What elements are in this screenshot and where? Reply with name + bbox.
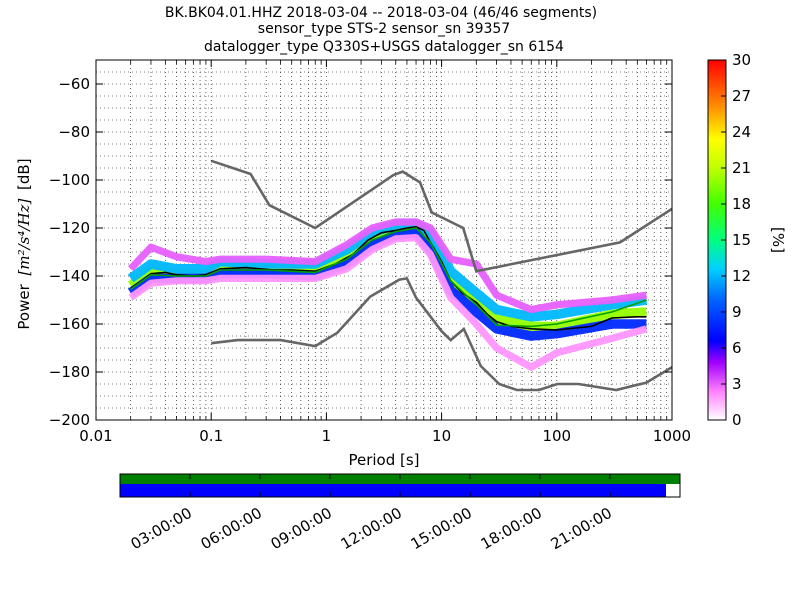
timeline-tick-label: 09:00:00	[268, 504, 335, 553]
timeline-tick-label: 15:00:00	[408, 504, 475, 553]
x-tick-label: 0.01	[79, 427, 112, 445]
y-tick-label: −180	[49, 363, 90, 381]
colorbar-tick-label: 15	[732, 231, 751, 249]
x-tick-label: 100	[542, 427, 571, 445]
timeline-tick-label: 18:00:00	[478, 504, 545, 553]
colorbar-tick-label: 0	[732, 411, 742, 429]
title-line-2: sensor_type STS-2 sensor_sn 39357	[258, 21, 510, 37]
colorbar-tick-label: 6	[732, 339, 742, 357]
colorbar: 0 3 6 9 12 15 18 21 24 27 30 [%]	[707, 51, 787, 429]
colorbar-ticks: 0 3 6 9 12 15 18 21 24 27 30	[721, 51, 751, 429]
timeline-tick-label: 21:00:00	[548, 504, 615, 553]
timeline-tick-label: 12:00:00	[338, 504, 405, 553]
high-noise-model-line	[210, 159, 672, 273]
statistic-curves	[130, 225, 647, 331]
noise-models	[210, 159, 672, 392]
timeline-tick-label: 03:00:00	[128, 504, 195, 553]
y-tick-label: −160	[49, 315, 90, 333]
y-label-prefix: Power	[15, 283, 33, 329]
y-tick-label: −200	[49, 411, 90, 429]
timeline: 03:00:00 06:00:00 09:00:00 12:00:00 15:00:00…	[119, 473, 681, 553]
y-tick-label: −100	[49, 171, 90, 189]
title-line-1: BK.BK04.01.HHZ 2018-03-04 -- 2018-03-04 …	[165, 5, 597, 21]
colorbar-tick-label: 30	[732, 51, 751, 69]
colorbar-tick-label: 24	[732, 123, 751, 141]
timeline-tick-label: 06:00:00	[198, 504, 265, 553]
colorbar-tick-label: 12	[732, 267, 751, 285]
density-band	[128, 218, 647, 314]
y-axis-ticks: −60 −80 −100 −120 −140 −160 −180 −200	[49, 75, 672, 429]
colorbar-tick-label: 3	[732, 375, 742, 393]
density-band	[128, 234, 648, 371]
low-noise-model-line	[211, 276, 672, 392]
grid-lines	[96, 60, 672, 420]
x-tick-label: 1	[322, 427, 332, 445]
y-tick-label: −140	[49, 267, 90, 285]
y-tick-label: −60	[58, 75, 90, 93]
y-label-suffix: [dB]	[15, 158, 33, 190]
colorbar-tick-label: 27	[732, 87, 751, 105]
y-tick-label: −120	[49, 219, 90, 237]
x-axis-label: Period [s]	[348, 451, 419, 469]
y-label-unit: [m²/s⁴/Hz]	[15, 199, 33, 276]
colorbar-tick-label: 21	[732, 159, 751, 177]
y-tick-label: −80	[58, 123, 90, 141]
timeline-bottom-bar	[120, 484, 666, 497]
svg-text:Power [m²/s⁴/Hz] [: Power [m²/s⁴/Hz] [dB]	[15, 158, 33, 329]
curve-mode	[130, 227, 647, 328]
x-tick-label: 10	[432, 427, 451, 445]
colorbar-tick-label: 9	[732, 303, 742, 321]
plot-frame	[95, 59, 673, 421]
colorbar-tick-label: 18	[732, 195, 751, 213]
x-tick-label: 1000	[653, 427, 691, 445]
x-axis-ticks: 0.01 0.1 1 10 100 1000	[79, 60, 691, 445]
title-line-3: datalogger_type Q330S+USGS datalogger_sn…	[204, 39, 564, 55]
psd-plot: 0.01 0.1 1 10 100 1000 −60 −80 −100 −120 −140 −160…	[49, 59, 691, 445]
x-tick-label: 0.1	[199, 427, 223, 445]
colorbar-label: [%]	[769, 227, 787, 253]
y-axis-label: Power [m²/s⁴/Hz] [dB]	[15, 158, 33, 329]
